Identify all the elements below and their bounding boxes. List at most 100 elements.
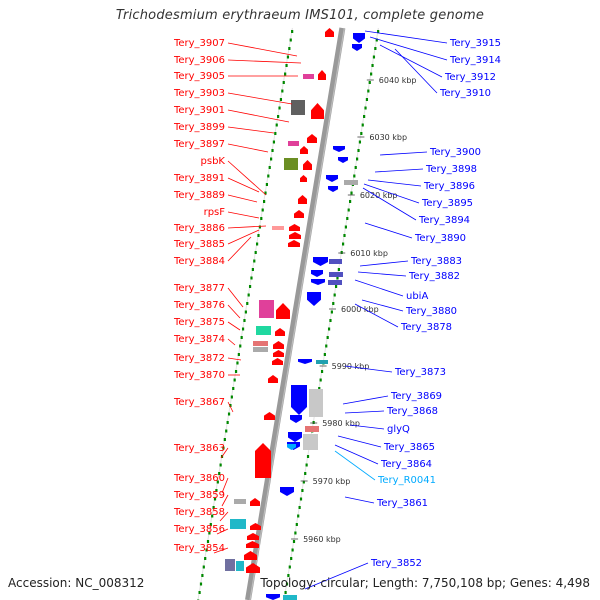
reverse-gene-block xyxy=(305,426,319,432)
left-tick-line xyxy=(284,72,287,76)
gene-leader-line xyxy=(227,177,260,193)
gene-leader-line xyxy=(344,365,393,373)
gene-label-tery_3869[interactable]: Tery_3869 xyxy=(390,391,442,402)
gene-label-tery_3859[interactable]: Tery_3859 xyxy=(173,490,225,501)
forward-gene-arrow xyxy=(289,232,301,239)
gene-label-tery_3905[interactable]: Tery_3905 xyxy=(173,71,225,82)
gene-label-tery_3895[interactable]: Tery_3895 xyxy=(421,198,473,209)
gene-label-tery_3886[interactable]: Tery_3886 xyxy=(173,223,225,234)
left-tick-line xyxy=(278,106,281,110)
gene-label-tery_3877[interactable]: Tery_3877 xyxy=(173,283,225,294)
gene-label-tery_3890[interactable]: Tery_3890 xyxy=(414,233,466,244)
left-tick-line xyxy=(213,497,217,501)
gene-label-tery_3891[interactable]: Tery_3891 xyxy=(173,173,225,184)
kbp-label: 5980 kbp xyxy=(322,419,360,428)
gene-label-tery_3861[interactable]: Tery_3861 xyxy=(376,498,428,509)
reverse-gene-block xyxy=(329,272,343,277)
gene-label-tery_3900[interactable]: Tery_3900 xyxy=(429,147,481,158)
gene-label-glyq[interactable]: glyQ xyxy=(387,424,410,435)
gene-label-tery_3856[interactable]: Tery_3856 xyxy=(173,524,225,535)
gene-label-tery_3865[interactable]: Tery_3865 xyxy=(383,442,435,453)
left-tick-line xyxy=(205,548,208,552)
forward-gene-arrow xyxy=(273,350,284,357)
gene-label-tery_3876[interactable]: Tery_3876 xyxy=(173,300,225,311)
gene-leader-line xyxy=(367,179,422,187)
gene-leader-line xyxy=(227,225,267,229)
gene-leader-line xyxy=(220,447,229,459)
gene-label-tery_3863[interactable]: Tery_3863 xyxy=(173,443,225,454)
right-tick-line xyxy=(343,234,346,237)
right-tick-line xyxy=(358,140,362,144)
gene-label-tery_3874[interactable]: Tery_3874 xyxy=(173,334,225,345)
gene-label-tery_3880[interactable]: Tery_3880 xyxy=(405,306,457,317)
right-tick-line xyxy=(287,574,290,577)
gene-label-tery_3907[interactable]: Tery_3907 xyxy=(173,38,225,49)
gene-label-tery_3873[interactable]: Tery_3873 xyxy=(394,367,446,378)
gene-label-tery_3885[interactable]: Tery_3885 xyxy=(173,239,225,250)
topology-text: Topology: circular; Length: 7,750,108 bp… xyxy=(260,576,590,590)
forward-gene-block xyxy=(234,499,246,504)
gene-label-tery_3858[interactable]: Tery_3858 xyxy=(173,507,225,518)
gene-label-tery_3898[interactable]: Tery_3898 xyxy=(425,164,477,175)
gene-label-tery_3910[interactable]: Tery_3910 xyxy=(439,88,491,99)
gene-label-tery_3884[interactable]: Tery_3884 xyxy=(173,256,225,267)
left-tick-line xyxy=(211,514,214,518)
gene-label-tery_3901[interactable]: Tery_3901 xyxy=(173,105,225,116)
right-tick-line xyxy=(298,506,301,509)
right-tick-line xyxy=(349,200,352,203)
gene-label-rpsf[interactable]: rpsF xyxy=(204,207,226,218)
right-tick-line xyxy=(305,463,308,467)
left-tick-line xyxy=(253,259,256,263)
forward-gene-block xyxy=(303,74,314,79)
gene-label-tery_3915[interactable]: Tery_3915 xyxy=(449,38,501,49)
reverse-gene-arrow xyxy=(307,292,321,306)
gene-label-tery_3864[interactable]: Tery_3864 xyxy=(380,459,432,470)
gene-label-tery_3897[interactable]: Tery_3897 xyxy=(173,139,225,150)
gene-label-tery_3906[interactable]: Tery_3906 xyxy=(173,55,225,66)
left-tick-line xyxy=(246,302,249,305)
reverse-gene-block xyxy=(309,389,323,417)
gene-label-tery_3870[interactable]: Tery_3870 xyxy=(173,370,225,381)
gene-label-tery_3872[interactable]: Tery_3872 xyxy=(173,353,225,364)
forward-gene-block xyxy=(272,226,284,230)
gene-label-tery_3883[interactable]: Tery_3883 xyxy=(410,256,462,267)
forward-gene-arrow xyxy=(311,103,324,119)
gene-leader-line xyxy=(334,444,379,465)
gene-label-tery_3912[interactable]: Tery_3912 xyxy=(444,72,496,83)
right-tick-line xyxy=(374,47,377,50)
right-tick-line xyxy=(377,30,380,33)
gene-leader-line xyxy=(304,562,369,590)
reverse-gene-arrow xyxy=(291,385,307,415)
gene-label-tery_3889[interactable]: Tery_3889 xyxy=(173,190,225,201)
right-tick-line xyxy=(297,514,300,518)
gene-label-tery_3896[interactable]: Tery_3896 xyxy=(423,181,475,192)
gene-label-tery_3914[interactable]: Tery_3914 xyxy=(449,55,501,66)
left-tick-line xyxy=(254,251,257,254)
gene-label-tery_3860[interactable]: Tery_3860 xyxy=(173,473,225,484)
left-tick-line xyxy=(239,344,242,348)
right-tick-line xyxy=(371,64,374,67)
left-tick-line xyxy=(291,30,294,33)
gene-label-tery_3903[interactable]: Tery_3903 xyxy=(173,88,225,99)
right-tick-line xyxy=(301,489,304,492)
gene-label-tery_3868[interactable]: Tery_3868 xyxy=(386,406,438,417)
gene-label-tery_3894[interactable]: Tery_3894 xyxy=(418,215,470,226)
gene-label-tery_3852[interactable]: Tery_3852 xyxy=(370,558,422,569)
forward-gene-arrow xyxy=(272,358,283,365)
left-tick-line xyxy=(237,353,240,356)
right-tick-line xyxy=(304,472,307,475)
forward-gene-arrow xyxy=(303,160,312,170)
gene-label-tery_3882[interactable]: Tery_3882 xyxy=(408,271,460,282)
gene-label-tery_3878[interactable]: Tery_3878 xyxy=(400,322,452,333)
gene-label-tery_3875[interactable]: Tery_3875 xyxy=(173,317,225,328)
right-tick-line xyxy=(332,302,335,305)
reverse-gene-block xyxy=(283,595,297,600)
gene-leader-line xyxy=(361,299,404,312)
gene-label-tery_3854[interactable]: Tery_3854 xyxy=(173,543,225,554)
gene-label-ubia[interactable]: ubiA xyxy=(406,291,428,302)
gene-label-psbk[interactable]: psbK xyxy=(201,156,226,167)
gene-label-tery_r0041[interactable]: Tery_R0041 xyxy=(377,475,436,486)
left-tick-line xyxy=(236,361,239,365)
gene-label-tery_3867[interactable]: Tery_3867 xyxy=(173,397,225,408)
gene-label-tery_3899[interactable]: Tery_3899 xyxy=(173,122,225,133)
